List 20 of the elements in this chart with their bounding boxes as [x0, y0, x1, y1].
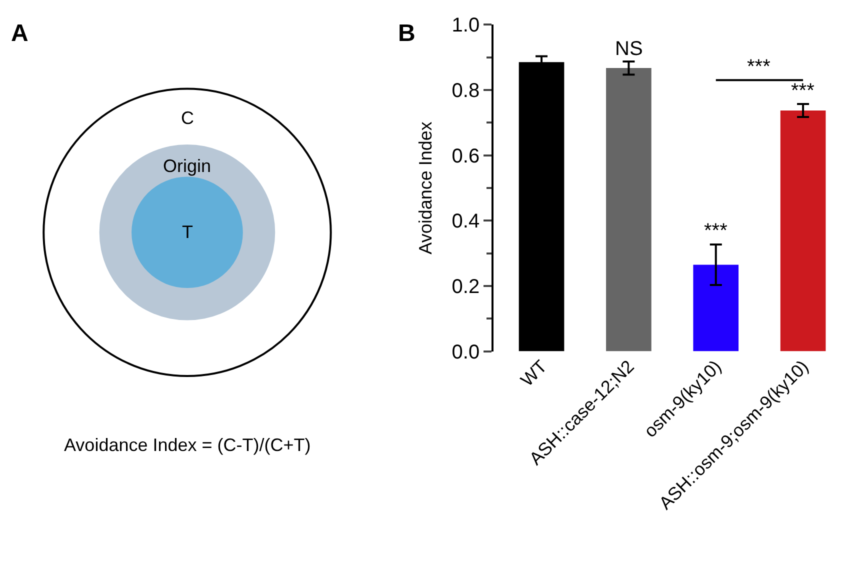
y-tick-label: 0.2 [452, 276, 480, 298]
text: A [11, 20, 28, 47]
y-tick-label: 0.8 [452, 80, 480, 102]
y-axis-title: Avoidance Index [415, 122, 436, 254]
text: T [182, 222, 193, 242]
y-tick-label: 0.0 [452, 341, 480, 364]
annotation: *** [704, 220, 728, 242]
bar [606, 68, 652, 352]
y-tick-label: 0.4 [452, 210, 480, 233]
chart-title: B [398, 20, 416, 47]
text: Origin [163, 156, 212, 176]
text: Avoidance Index = (C-T)/(C+T) [64, 435, 311, 455]
text: C [181, 108, 194, 128]
bar [693, 264, 739, 352]
annotation: NS [615, 38, 643, 60]
annotation: *** [791, 80, 815, 102]
y-tick-label: 0.6 [452, 145, 480, 168]
annotation: *** [747, 56, 771, 78]
y-tick-label: 1.0 [452, 14, 480, 37]
bar [780, 110, 826, 352]
